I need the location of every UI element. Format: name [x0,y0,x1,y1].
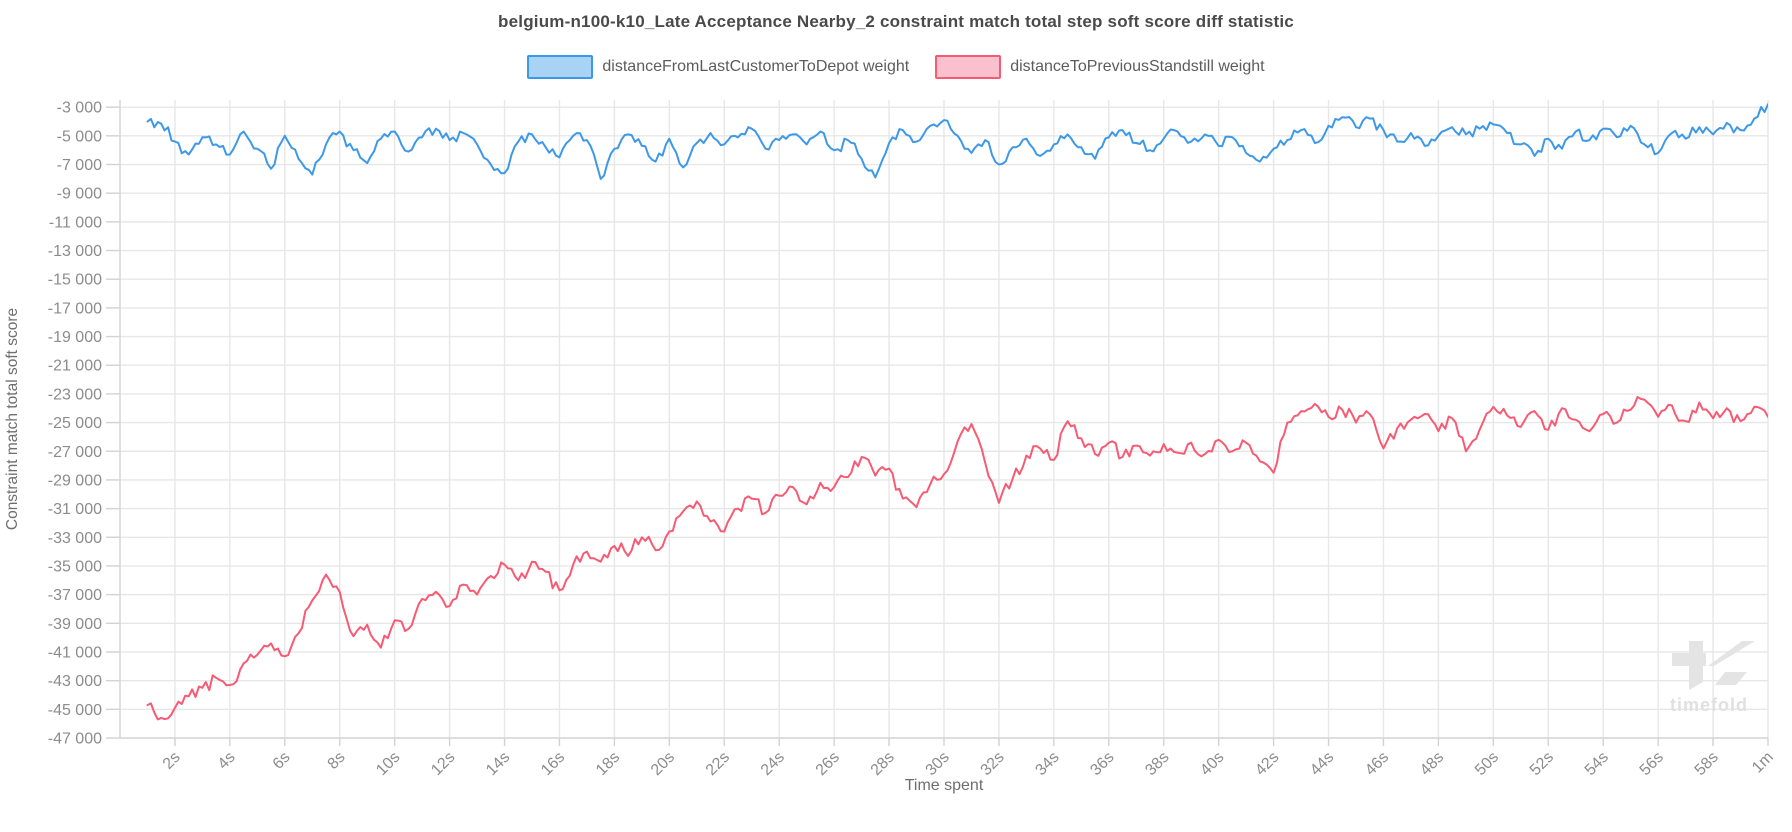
x-tick-label: 52s [1527,749,1557,779]
series-lines [146,103,1768,721]
x-tick-label: 24s [758,749,788,779]
axes: -3 000 -5 000 -7 000 -9 000 -11 000 -13 000 -1… [48,100,1777,779]
x-tick-label: 8s [325,749,349,773]
y-tick-label: -39 000 [48,616,102,633]
x-tick-label: 42s [1252,749,1282,779]
series-line-1 [146,396,1768,721]
y-tick-label: -7 000 [57,157,102,174]
x-tick-label: 56s [1637,749,1667,779]
x-tick-label: 14s [483,749,513,779]
y-tick-label: -35 000 [48,558,102,575]
x-tick-label: 46s [1362,749,1392,779]
x-tick-label: 58s [1692,749,1722,779]
y-tick-label: -47 000 [48,731,102,748]
y-tick-label: -45 000 [48,702,102,719]
legend-item-0[interactable]: distanceFromLastCustomerToDepot weight [527,55,909,79]
x-tick-label: 2s [160,749,184,773]
y-tick-label: -43 000 [48,673,102,690]
x-tick-label: 10s [373,749,403,779]
x-tick-label: 22s [703,749,733,779]
y-tick-label: -31 000 [48,501,102,518]
y-tick-label: -29 000 [48,472,102,489]
grid [120,100,1769,739]
x-tick-label: 34s [1032,749,1062,779]
x-tick-label: 16s [538,749,568,779]
y-tick-label: -5 000 [57,128,102,145]
y-tick-label: -9 000 [57,186,102,203]
y-tick-label: -41 000 [48,644,102,661]
x-tick-label: 18s [593,749,623,779]
x-tick-label: 26s [813,749,843,779]
x-tick-label: 38s [1142,749,1172,779]
chart-title: belgium-n100-k10_Late Acceptance Nearby_… [498,12,1294,31]
timefold-logo-icon [1672,641,1755,690]
legend-label: distanceToPreviousStandstill weight [1010,58,1265,75]
y-tick-label: -17 000 [48,300,102,317]
legend-item-1[interactable]: distanceToPreviousStandstill weight [935,55,1265,79]
x-tick-label: 6s [270,749,294,773]
legend-label: distanceFromLastCustomerToDepot weight [602,58,910,75]
y-tick-label: -25 000 [48,415,102,432]
x-tick-label: 30s [923,749,953,779]
x-axis-title: Time spent [905,777,984,794]
x-tick-label: 32s [977,749,1007,779]
y-tick-label: -21 000 [48,358,102,375]
legend-swatch-icon [527,55,594,79]
y-tick-label: -3 000 [57,100,102,117]
y-tick-label: -27 000 [48,444,102,461]
timefold-watermark: timefold [1670,641,1755,715]
y-tick-label: -15 000 [48,272,102,289]
y-tick-label: -37 000 [48,587,102,604]
x-tick-label: 28s [868,749,898,779]
y-tick-label: -33 000 [48,530,102,547]
x-tick-label: 20s [648,749,678,779]
x-tick-label: 4s [215,749,239,773]
x-tick-label: 50s [1472,749,1502,779]
y-tick-label: -19 000 [48,329,102,346]
x-tick-label: 40s [1197,749,1227,779]
x-tick-label: 36s [1087,749,1117,779]
y-axis-title: Constraint match total soft score [4,308,21,530]
x-tick-label: 1m [1749,749,1777,777]
legend-swatch-icon [935,55,1002,79]
x-tick-label: 54s [1582,749,1612,779]
x-tick-label: 44s [1307,749,1337,779]
y-tick-label: -23 000 [48,386,102,403]
timefold-watermark-text: timefold [1670,695,1748,715]
series-line-0 [146,103,1768,180]
x-tick-label: 12s [428,749,458,779]
legend: distanceFromLastCustomerToDepot weight di… [0,55,1792,79]
x-tick-label: 48s [1417,749,1447,779]
y-tick-label: -13 000 [48,243,102,260]
y-tick-label: -11 000 [49,214,102,231]
